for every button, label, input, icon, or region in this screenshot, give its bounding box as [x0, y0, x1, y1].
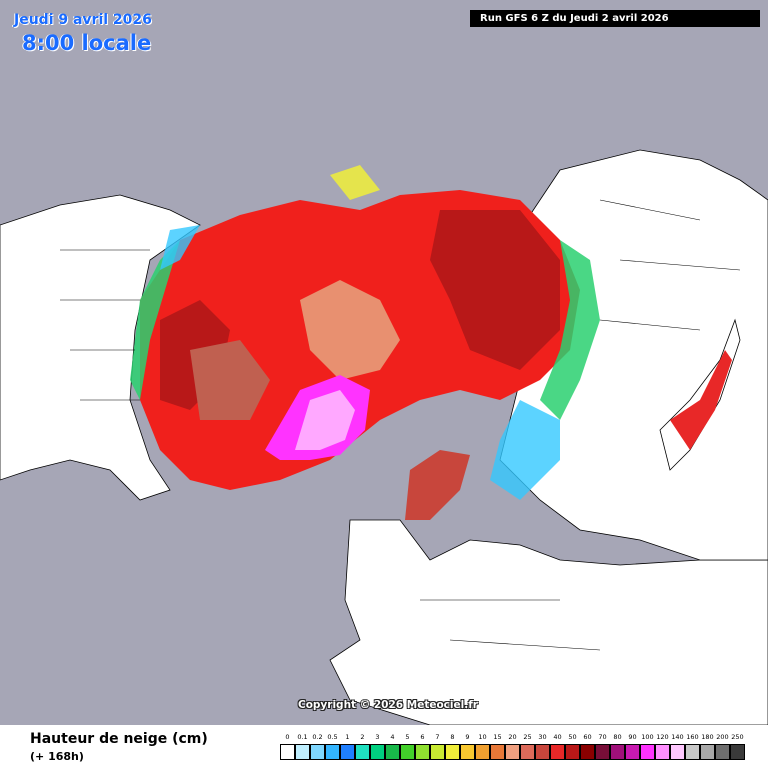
coastline-lines — [60, 199, 741, 651]
forecast-date: Jeudi 9 avril 2026 — [14, 12, 152, 28]
legend-color-swatch — [445, 744, 460, 760]
legend-tick-label: 160 — [686, 733, 699, 741]
snow-salmon-arctic — [300, 280, 400, 380]
snow-dark-red-siberia — [430, 210, 560, 370]
legend-tick-label: 70 — [598, 733, 607, 741]
legend-color-swatch — [430, 744, 445, 760]
legend-color-swatch — [520, 744, 535, 760]
legend-tick-label: 4 — [390, 733, 395, 741]
legend-title: Hauteur de neige (cm) — [30, 731, 208, 747]
legend-tick-label: 180 — [701, 733, 714, 741]
legend-tick-label: 6 — [420, 733, 425, 741]
snow-fringe-green-west — [130, 240, 180, 400]
legend-tick-label: 140 — [671, 733, 684, 741]
legend-tick-label: 0.5 — [327, 733, 338, 741]
legend-color-swatch — [655, 744, 670, 760]
legend-tick-label: 15 — [493, 733, 502, 741]
legend-color-swatch — [400, 744, 415, 760]
legend-subtitle: (+ 168h) — [30, 750, 84, 763]
legend-tick-label: 50 — [568, 733, 577, 741]
north-america-land — [0, 194, 201, 501]
legend-tick-label: 3 — [375, 733, 380, 741]
legend-tick-label: 200 — [716, 733, 729, 741]
legend-color-swatch — [730, 744, 745, 760]
snow-brown-patch — [190, 340, 270, 420]
legend-color-swatch — [550, 744, 565, 760]
legend-color-swatch — [670, 744, 685, 760]
legend-tick-label: 5 — [405, 733, 410, 741]
polar-map — [0, 149, 768, 725]
legend-bar: Hauteur de neige (cm) (+ 168h) 0 0.1 0.2 0.… — [0, 725, 768, 768]
legend-tick-labels: 0 0.1 0.2 0.5 1 2 3 4 5 6 7 8 9 10 15 20 25 30 40 50 60 70 80 9… — [280, 733, 750, 743]
legend-tick-label: 0 — [285, 733, 290, 741]
legend-color-swatch — [505, 744, 520, 760]
legend-tick-label: 20 — [508, 733, 517, 741]
legend-swatches — [280, 744, 745, 760]
legend-color-swatch — [610, 744, 625, 760]
snow-fringe-yellow — [330, 165, 380, 200]
legend-color-swatch — [460, 744, 475, 760]
legend-tick-label: 10 — [478, 733, 487, 741]
snow-fringe-cyan-na — [160, 225, 200, 270]
legend-color-swatch — [565, 744, 580, 760]
legend-tick-label: 8 — [450, 733, 455, 741]
legend-color-swatch — [685, 744, 700, 760]
legend-color-swatch — [640, 744, 655, 760]
legend-tick-label: 40 — [553, 733, 562, 741]
legend-color-swatch — [700, 744, 715, 760]
legend-color-swatch — [715, 744, 730, 760]
scandinavia-snow — [405, 450, 470, 520]
legend-tick-label: 7 — [435, 733, 440, 741]
snow-fringe-green-east — [540, 240, 600, 420]
forecast-time: 8:00 locale — [22, 31, 152, 55]
legend-color-swatch — [595, 744, 610, 760]
legend-color-swatch — [475, 744, 490, 760]
legend-color-swatch — [325, 744, 340, 760]
snow-japan-red — [670, 350, 732, 450]
legend-tick-label: 90 — [628, 733, 637, 741]
legend-tick-label: 1 — [345, 733, 350, 741]
legend-color-swatch — [625, 744, 640, 760]
legend-color-swatch — [355, 744, 370, 760]
snow-fringe-cyan-asia — [490, 400, 560, 500]
legend-tick-label: 25 — [523, 733, 532, 741]
model-run-label: Run GFS 6 Z du Jeudi 2 avril 2026 — [470, 10, 760, 27]
legend-color-swatch — [295, 744, 310, 760]
legend-tick-label: 0.2 — [312, 733, 323, 741]
greenland-snow-pink — [295, 390, 355, 450]
legend-color-swatch — [580, 744, 595, 760]
legend-tick-label: 9 — [465, 733, 470, 741]
legend-color-swatch — [370, 744, 385, 760]
legend-color-swatch — [280, 744, 295, 760]
copyright-text: Copyright © 2026 Meteociel.fr — [298, 699, 478, 711]
legend-color-swatch — [385, 744, 400, 760]
legend-tick-label: 2 — [360, 733, 365, 741]
legend-tick-label: 0.1 — [297, 733, 308, 741]
legend-color-swatch — [490, 744, 505, 760]
legend-tick-label: 60 — [583, 733, 592, 741]
legend-tick-label: 100 — [641, 733, 654, 741]
legend-color-swatch — [340, 744, 355, 760]
legend-tick-label: 80 — [613, 733, 622, 741]
legend-color-swatch — [310, 744, 325, 760]
legend-tick-label: 30 — [538, 733, 547, 741]
legend-color-swatch — [415, 744, 430, 760]
legend-color-swatch — [535, 744, 550, 760]
legend-tick-label: 120 — [656, 733, 669, 741]
legend-tick-label: 250 — [731, 733, 744, 741]
